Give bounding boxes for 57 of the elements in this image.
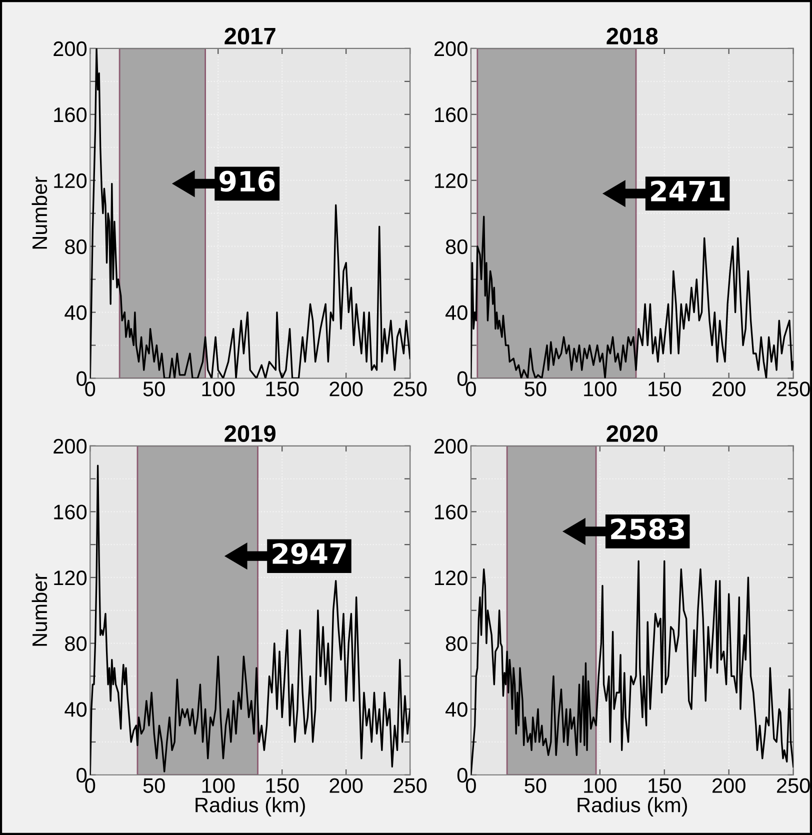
x-tick-label: 200 bbox=[330, 382, 363, 396]
x-tick-label: 250 bbox=[776, 778, 810, 793]
x-tick-label: 250 bbox=[394, 778, 427, 793]
y-tick-label: 40 bbox=[64, 305, 87, 320]
x-tick-label: 150 bbox=[266, 778, 299, 793]
annotation: 2947 bbox=[272, 543, 346, 564]
chart-title: 2019 bbox=[224, 425, 276, 442]
y-tick-label: 200 bbox=[434, 438, 468, 454]
x-tick-label: 150 bbox=[648, 778, 681, 793]
x-axis-title: Radius (km) bbox=[196, 797, 305, 816]
x-tick-label: 100 bbox=[202, 382, 235, 396]
x-tick-label: 250 bbox=[776, 382, 810, 396]
x-tick-label: 100 bbox=[584, 382, 616, 396]
x-tick-label: 50 bbox=[524, 778, 546, 793]
chart-title: 2017 bbox=[224, 28, 276, 44]
chart-title: 2018 bbox=[606, 28, 658, 44]
annotation: 2471 bbox=[651, 180, 724, 202]
y-axis-title: Number bbox=[32, 574, 48, 646]
x-tick-label: 50 bbox=[524, 382, 546, 396]
y-tick-label: 0 bbox=[76, 371, 87, 386]
y-tick-label: 0 bbox=[457, 768, 468, 783]
y-axis-title: Number bbox=[32, 176, 48, 249]
y-tick-label: 160 bbox=[54, 107, 87, 122]
x-tick-label: 150 bbox=[266, 382, 299, 396]
y-tick-label: 160 bbox=[435, 107, 468, 122]
y-tick-label: 160 bbox=[435, 504, 468, 520]
x-tick-label: 100 bbox=[202, 778, 235, 793]
x-tick-label: 250 bbox=[394, 382, 427, 396]
line-series bbox=[90, 48, 410, 378]
x-tick-label: 150 bbox=[648, 382, 681, 396]
y-tick-label: 40 bbox=[64, 702, 87, 717]
annotation: 916 bbox=[220, 170, 275, 192]
y-tick-label: 120 bbox=[435, 173, 468, 188]
y-tick-label: 80 bbox=[65, 636, 87, 652]
y-tick-label: 200 bbox=[54, 41, 87, 56]
y-tick-label: 120 bbox=[54, 570, 87, 586]
y-tick-label: 40 bbox=[445, 305, 468, 320]
x-tick-label: 50 bbox=[143, 778, 165, 793]
annotation: 2583 bbox=[611, 518, 684, 540]
chart-title: 2020 bbox=[606, 425, 658, 442]
y-tick-label: 0 bbox=[457, 371, 468, 386]
y-tick-label: 80 bbox=[65, 239, 87, 254]
y-tick-label: 200 bbox=[54, 438, 87, 454]
y-tick-label: 120 bbox=[435, 570, 468, 586]
y-tick-label: 80 bbox=[446, 636, 468, 652]
y-tick-label: 160 bbox=[54, 504, 87, 520]
y-tick-label: 200 bbox=[434, 41, 468, 56]
x-tick-label: 200 bbox=[712, 382, 746, 396]
x-tick-label: 200 bbox=[330, 778, 363, 793]
x-tick-label: 100 bbox=[584, 778, 616, 793]
x-tick-label: 200 bbox=[712, 778, 746, 793]
x-tick-label: 50 bbox=[143, 382, 165, 396]
y-tick-label: 0 bbox=[76, 768, 87, 783]
y-tick-label: 40 bbox=[445, 702, 468, 717]
x-axis-title: Radius (km) bbox=[578, 797, 687, 816]
y-tick-label: 80 bbox=[446, 239, 468, 254]
y-tick-label: 120 bbox=[54, 173, 87, 188]
